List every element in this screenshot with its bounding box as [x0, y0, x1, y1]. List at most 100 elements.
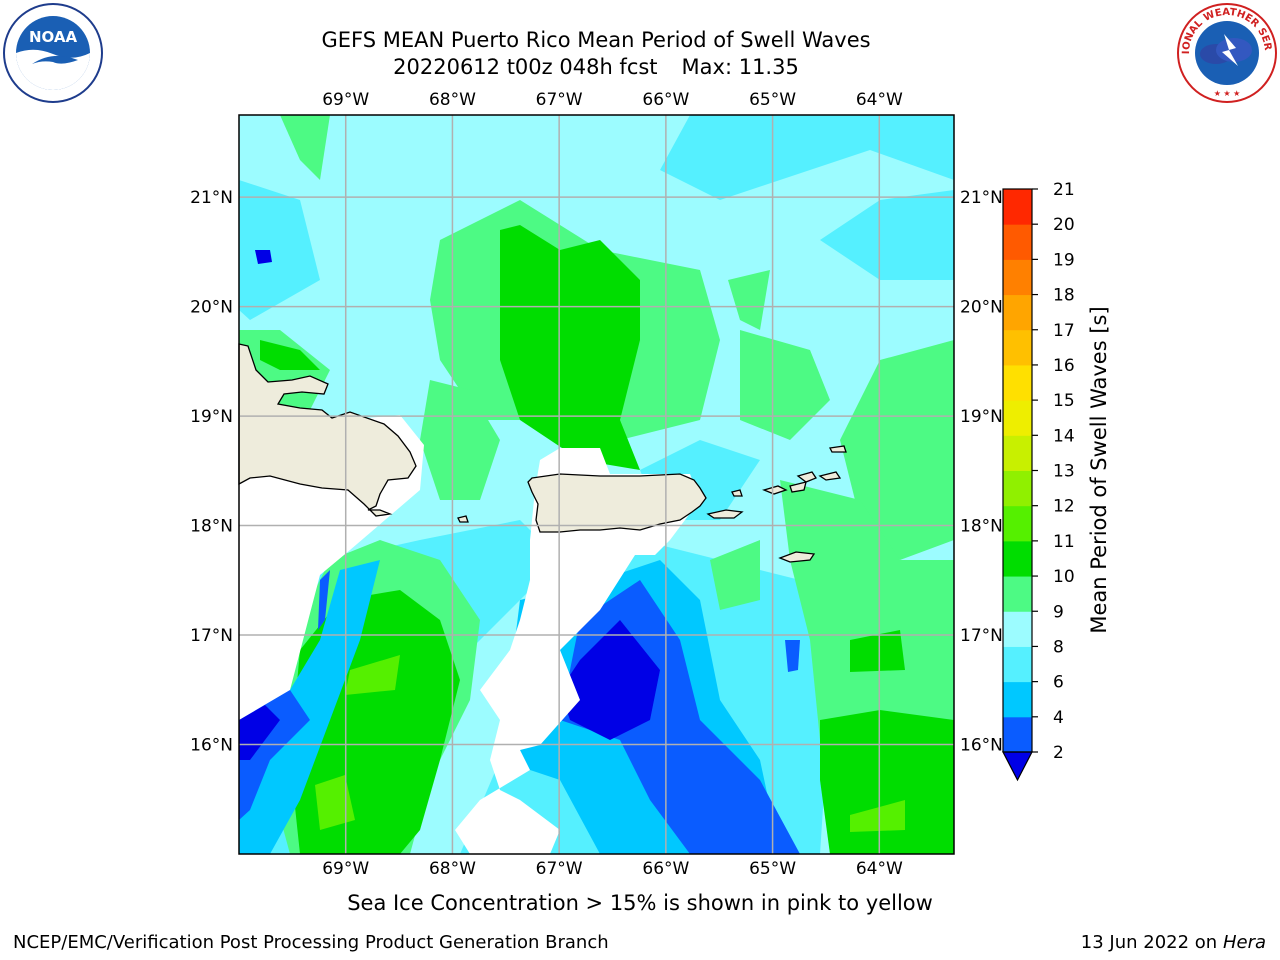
- colorbar-tick-label: 15: [1053, 391, 1075, 411]
- land-virgin-islands: [761, 485, 788, 495]
- land-anguilla: [818, 471, 842, 481]
- lon-label-bottom: 65°W: [749, 859, 796, 879]
- field-band-10-11: [260, 340, 320, 370]
- field-band-6-8: [820, 190, 954, 280]
- colorbar-segment: [1003, 189, 1032, 225]
- colorbar-segment: [1003, 400, 1032, 436]
- colorbar-tick-label: 12: [1053, 497, 1075, 517]
- field-band-10-11: [500, 225, 640, 470]
- lat-label-right: 19°N: [960, 407, 1003, 427]
- lon-label-bottom: 67°W: [536, 859, 583, 879]
- field-band-2-4: [785, 640, 800, 672]
- colorbar-segment: [1003, 681, 1032, 718]
- footer-date-text: 13 Jun 2022 on: [1080, 932, 1218, 953]
- masked-area: [455, 448, 700, 854]
- land-virgin-islands: [789, 481, 807, 493]
- colorbar-tick-label: 2: [1053, 743, 1064, 763]
- colorbar-segment: [1003, 646, 1032, 683]
- land-mona: [457, 515, 469, 523]
- max-value: Max: 11.35: [681, 55, 799, 79]
- lon-label-bottom: 66°W: [642, 859, 689, 879]
- colorbar-tick-label: 13: [1053, 462, 1075, 482]
- colorbar-tick-label: 18: [1053, 286, 1075, 306]
- field-band-9-10: [728, 270, 770, 330]
- colorbar-segment: [1003, 435, 1032, 471]
- lon-label-top: 64°W: [856, 90, 903, 110]
- field-band-9-10: [840, 340, 954, 560]
- colorbar-segment: [1003, 470, 1032, 507]
- lon-label-top: 66°W: [642, 90, 689, 110]
- lat-label-right: 16°N: [960, 736, 1003, 756]
- lat-label-left: 19°N: [190, 407, 233, 427]
- colorbar-segment: [1003, 259, 1032, 296]
- lat-label-right: 17°N: [960, 626, 1003, 646]
- land-puerto-rico: [527, 473, 707, 533]
- field-band-9-10: [710, 540, 760, 610]
- colorbar-tick-label: 21: [1053, 180, 1075, 200]
- colorbar-tick-label: 4: [1053, 708, 1064, 728]
- field-band-9-10: [740, 330, 830, 440]
- colorbar-segment: [1003, 540, 1032, 577]
- colorbar-tick-label: 16: [1053, 356, 1075, 376]
- colorbar-segment: [1003, 294, 1032, 331]
- colorbar-extend-under: [1002, 751, 1033, 782]
- field-band-below-2: [560, 620, 660, 740]
- colorbar-tick-label: 11: [1053, 532, 1075, 552]
- lon-label-top: 68°W: [429, 90, 476, 110]
- land-anegada: [829, 445, 847, 453]
- lon-label-top: 67°W: [536, 90, 583, 110]
- noaa-logo-text: NOAA: [29, 28, 78, 46]
- lat-label-right: 21°N: [960, 188, 1003, 208]
- svg-text:★ ★ ★: ★ ★ ★: [1214, 89, 1241, 98]
- field-band-10-11: [820, 710, 954, 854]
- lat-label-left: 20°N: [190, 298, 233, 318]
- colorbar-tick-label: 6: [1053, 673, 1064, 693]
- colorbar-tick-label: 20: [1053, 215, 1075, 235]
- land-hispaniola: [238, 343, 417, 517]
- graticule: [239, 115, 954, 854]
- field-band-below-2: [239, 705, 280, 760]
- land-virgin-islands: [796, 471, 817, 483]
- lon-label-bottom: 68°W: [429, 859, 476, 879]
- axis-labels: 69°W 69°W 68°W 68°W 67°W 67°W 66°W 66°W 65°W 65°W…: [190, 90, 1003, 879]
- chart-title: GEFS MEAN Puerto Rico Mean Period of Swe…: [321, 28, 871, 52]
- lon-label-bottom: 69°W: [322, 859, 369, 879]
- land-vieques: [706, 509, 744, 519]
- colorbar-segment: [1003, 576, 1032, 612]
- lat-label-left: 16°N: [190, 736, 233, 756]
- noaa-logo: NOAA: [3, 3, 103, 103]
- field-band-9-10: [280, 115, 330, 180]
- sea-ice-note: Sea Ice Concentration > 15% is shown in …: [347, 891, 933, 915]
- lon-label-top: 69°W: [322, 90, 369, 110]
- run-info: 20220612 t00z 048h fcst: [393, 55, 658, 79]
- field-band-9-10: [420, 380, 500, 500]
- lon-label-top: 65°W: [749, 90, 796, 110]
- colorbar-tick-label: 8: [1053, 637, 1064, 657]
- field-band-4-6: [239, 560, 380, 854]
- colorbar-segment: [1003, 505, 1032, 542]
- colorbar-tick-label: 10: [1053, 567, 1075, 587]
- colorbar-tick-label: 9: [1053, 602, 1064, 622]
- colorbar-label: Mean Period of Swell Waves [s]: [1087, 306, 1111, 633]
- nws-logo: NATIONAL WEATHER SERVICE ★ ★ ★: [1176, 2, 1277, 103]
- colorbar-segment: [1003, 611, 1032, 647]
- land-masses: [238, 343, 847, 563]
- colorbar: 2 4 6 8 9 10 11 12 13 14 15 16 17 18 19 20 21: [1002, 180, 1075, 782]
- colorbar-segment: [1003, 224, 1032, 260]
- land-culebra: [731, 489, 743, 497]
- land-st-croix: [778, 551, 816, 563]
- colorbar-tick-label: 19: [1053, 250, 1075, 270]
- colorbar-segment: [1003, 716, 1032, 753]
- swell-period-field: [239, 115, 954, 854]
- field-band-2-4: [318, 570, 330, 630]
- colorbar-segment: [1003, 329, 1032, 366]
- colorbar-segment: [1003, 364, 1032, 401]
- lon-label-bottom: 64°W: [856, 859, 903, 879]
- footer-host: Hera: [1222, 932, 1266, 953]
- footer-branch: NCEP/EMC/Verification Post Processing Pr…: [13, 932, 609, 953]
- colorbar-tick-label: 14: [1053, 426, 1075, 446]
- field-band-11-12: [850, 800, 905, 832]
- chart-subtitle-run: 20220612 t00z 048h fcst Max: 11.35: [226, 54, 966, 80]
- lat-label-right: 20°N: [960, 298, 1003, 318]
